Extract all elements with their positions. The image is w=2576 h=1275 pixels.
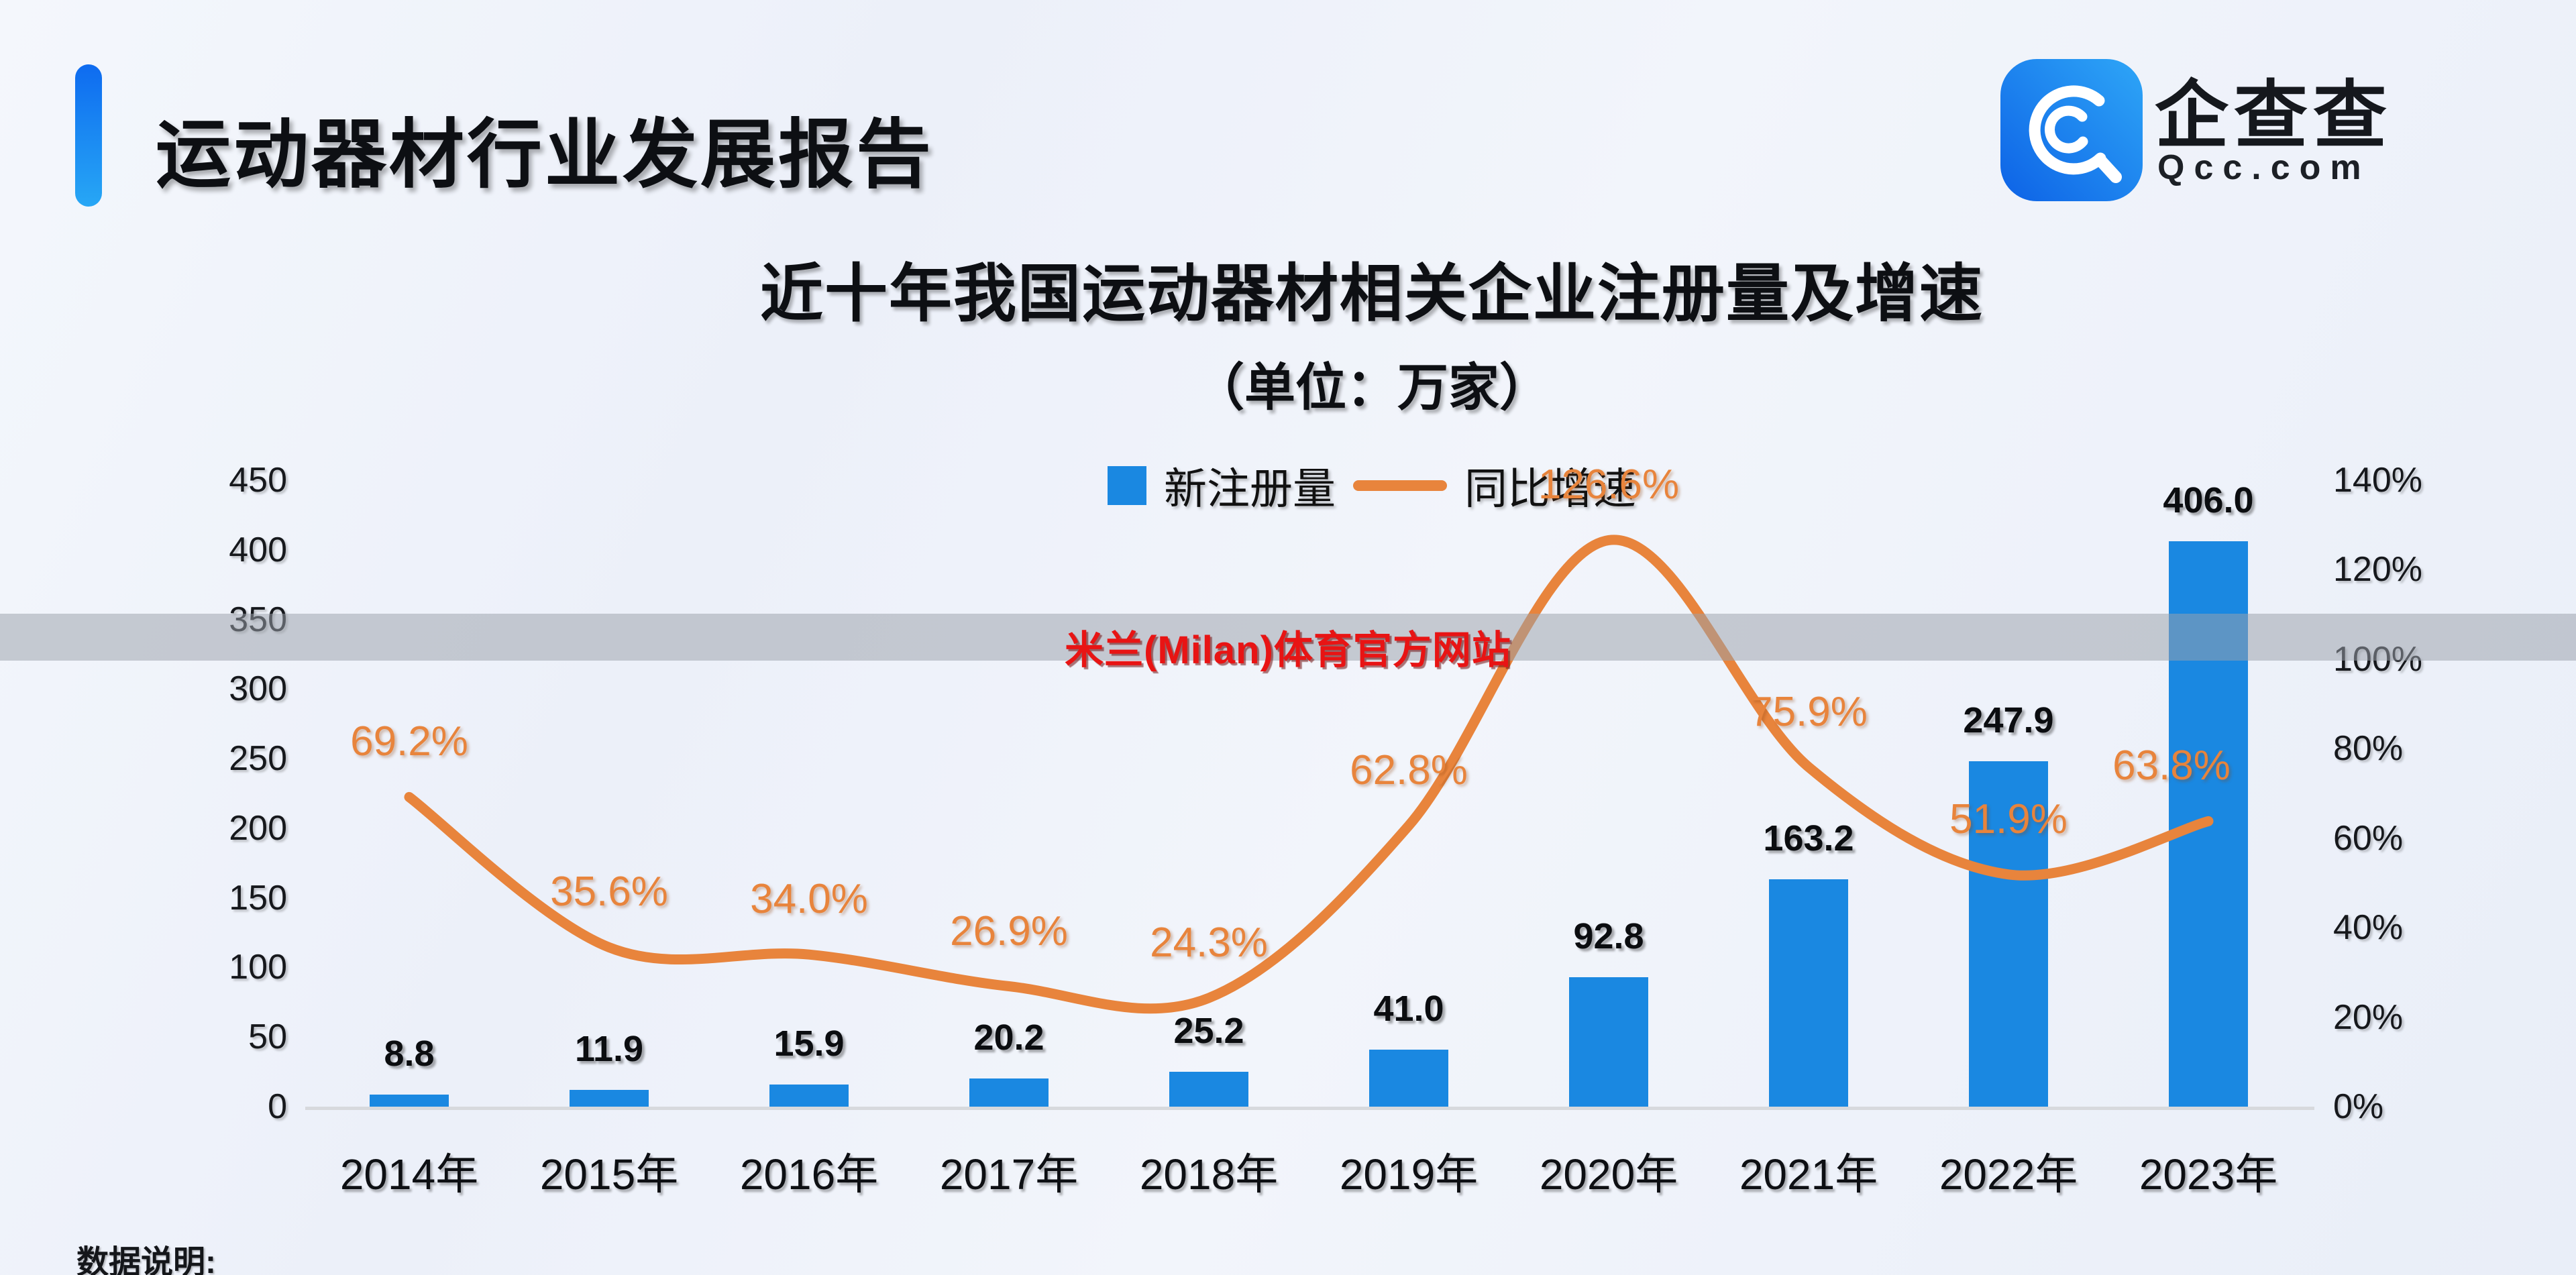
right-axis-tick: 60% [2333,818,2404,858]
bar [370,1094,449,1107]
logo-domain-text: Qcc.com [2157,148,2371,187]
growth-pct-label: 126.6% [1538,461,1680,508]
legend-line-swatch-icon [1353,480,1447,491]
x-axis-category-label: 2022年 [1939,1150,2078,1199]
footer-note: 数据说明: [76,1245,216,1275]
watermark-text: 米兰(Milan)体育官方网站 [1065,628,1511,672]
chart-header: 近十年我国运动器材相关企业注册量及增速 （单位：万家） 新注册量 同比增速 [168,0,2576,516]
bar [1769,879,1848,1107]
bar-value-label: 11.9 [574,1029,644,1070]
bar [1369,1049,1448,1107]
chart-legend: 新注册量 同比增速 [168,455,2576,516]
bar [969,1078,1049,1107]
bar-value-label: 163.2 [1763,818,1854,859]
legend-line-label: 同比增速 [1464,465,1636,513]
x-axis-category-label: 2018年 [1139,1150,1279,1199]
left-axis-tick: 150 [229,878,287,918]
growth-pct-label: 62.8% [1350,747,1468,794]
bar [1169,1071,1248,1107]
logo-brand-text: 企查查 [2155,74,2392,157]
bar-value-label: 247.9 [1963,700,2054,741]
right-axis-tick: 80% [2333,729,2404,769]
legend-bar-swatch-icon [1108,466,1146,505]
left-axis-tick: 300 [229,669,287,709]
left-axis-tick: 400 [229,530,287,569]
growth-pct-label: 34.0% [750,876,868,923]
bar-value-label: 8.8 [384,1033,435,1074]
bar-value-label: 25.2 [1173,1010,1244,1051]
chart-title: 近十年我国运动器材相关企业注册量及增速 [759,258,1984,329]
x-axis-category-label: 2017年 [939,1150,1079,1199]
growth-pct-label: 26.9% [950,907,1068,954]
right-axis-tick: 120% [2333,550,2422,590]
growth-pct-label: 24.3% [1150,919,1268,966]
bar-value-label: 15.9 [773,1023,845,1064]
bar [769,1084,849,1107]
right-axis-tick: 20% [2333,997,2404,1037]
page-title: 运动器材行业发展报告 [156,113,934,197]
bar-value-label: 406.0 [2163,480,2254,521]
left-axis-tick: 450 [229,461,287,500]
bar [1569,977,1648,1107]
x-axis-category-label: 2016年 [739,1150,879,1199]
growth-pct-label: 75.9% [1750,688,1868,735]
growth-pct-label: 69.2% [350,718,468,765]
left-axis-tick: 200 [229,808,287,848]
x-axis-category-label: 2023年 [2139,1150,2278,1199]
x-axis-category-label: 2019年 [1339,1150,1479,1199]
growth-pct-label: 63.8% [2112,742,2231,789]
x-axis-line [305,1107,2314,1110]
x-axis-category-label: 2021年 [1739,1150,1878,1199]
left-axis-tick: 50 [248,1017,287,1057]
x-axis-category-label: 2020年 [1539,1150,1678,1199]
right-axis-tick: 0% [2333,1087,2384,1126]
legend-bar-label: 新注册量 [1164,465,1336,513]
bar-value-label: 20.2 [973,1017,1044,1058]
right-axis-tick: 40% [2333,908,2404,948]
header-accent-bar [75,64,102,207]
x-axis-category-label: 2014年 [339,1150,479,1199]
bar-value-label: 41.0 [1373,988,1444,1029]
growth-pct-label: 35.6% [550,869,668,916]
bar-value-label: 92.8 [1573,916,1644,957]
left-axis-tick: 0 [268,1087,287,1126]
qcc-magnifier-icon [2000,59,2143,201]
right-axis-tick: 140% [2333,461,2422,500]
chart-subtitle: （单位：万家） [1193,359,1550,417]
growth-pct-label: 51.9% [1949,795,2068,842]
qcc-logo: 企查查 Qcc.com [2000,59,2416,213]
left-axis-tick: 100 [229,948,287,987]
left-axis-tick: 250 [229,739,287,779]
x-axis-category-label: 2015年 [539,1150,679,1199]
bar [570,1090,649,1107]
